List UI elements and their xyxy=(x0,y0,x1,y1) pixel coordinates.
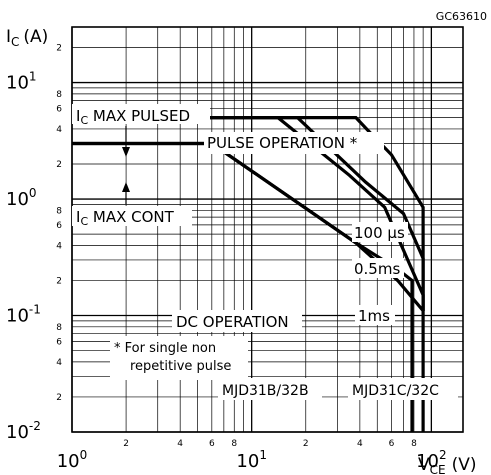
x-tick-minor: 4 xyxy=(357,439,363,449)
y-tick-minor: 4 xyxy=(56,241,62,251)
x-tick-major: 101 xyxy=(236,448,267,472)
ic-max-pulsed-bg xyxy=(72,104,210,124)
label-100us-bg xyxy=(352,222,408,242)
annotation-pulse-operation: PULSE OPERATION * xyxy=(207,134,358,152)
footnote-line2: repetitive pulse xyxy=(130,359,231,374)
y-tick-minor: 2 xyxy=(56,393,62,403)
x-tick-major: 100 xyxy=(57,448,88,472)
label-1ms: 1ms xyxy=(358,307,390,325)
y-axis-label: IC (A) xyxy=(6,27,48,49)
y-tick-minor: 4 xyxy=(56,358,62,368)
x-axis-label: VCE (V) xyxy=(418,455,477,475)
y-tick-major: 101 xyxy=(6,70,37,94)
x-tick-major: 102 xyxy=(416,448,447,472)
x-tick-minor: 2 xyxy=(123,439,129,449)
y-tick-minor: 2 xyxy=(56,160,62,170)
arrow-ic-max-pulsed xyxy=(122,126,130,157)
y-tick-major: 10-2 xyxy=(6,419,41,443)
y-tick-minor: 6 xyxy=(56,104,62,114)
x-tick-minor: 2 xyxy=(303,439,309,449)
y-tick-minor: 2 xyxy=(56,44,62,54)
x-tick-minor: 6 xyxy=(209,439,215,449)
annotation-mjd31c: MJD31C/32C xyxy=(352,383,439,399)
label-05ms-bg xyxy=(352,258,404,278)
y-tick-minor: 8 xyxy=(56,206,62,216)
annotation-ic-max-pulsed: IC MAX PULSED xyxy=(76,107,190,127)
y-tick-major: 10-1 xyxy=(6,303,41,327)
label-05ms: 0.5ms xyxy=(354,260,400,278)
y-tick-minor: 6 xyxy=(56,221,62,231)
x-tick-minor: 6 xyxy=(389,439,395,449)
y-tick-minor: 8 xyxy=(56,323,62,333)
x-tick-minor: 4 xyxy=(177,439,183,449)
series-line-4 xyxy=(72,141,414,432)
y-tick-minor: 4 xyxy=(56,125,62,135)
footnote-line1: * For single non xyxy=(114,341,216,356)
x-tick-minor: 8 xyxy=(231,439,237,449)
y-tick-major: 100 xyxy=(6,186,37,210)
y-tick-minor: 6 xyxy=(56,337,62,347)
mjd31c-bg xyxy=(348,378,458,400)
annotation-dc-operation: DC OPERATION xyxy=(176,313,289,331)
annotation-ic-max-cont: IC MAX CONT xyxy=(76,208,175,228)
y-tick-minor: 2 xyxy=(56,276,62,286)
chart-code: GC63610 xyxy=(436,10,487,23)
arrow-ic-max-cont xyxy=(122,182,130,204)
ic-max-cont-bg xyxy=(72,206,192,226)
plot-frame xyxy=(71,26,464,433)
annotation-mjd31b: MJD31B/32B xyxy=(222,383,309,399)
dc-operation-bg xyxy=(172,310,302,332)
mjd31b-bg xyxy=(218,378,322,400)
x-tick-minor: 8 xyxy=(411,439,417,449)
label-100us: 100 μs xyxy=(354,224,405,242)
pulse-operation-bg xyxy=(204,132,384,154)
series-line-2 xyxy=(72,115,425,311)
y-tick-minor: 8 xyxy=(56,90,62,100)
label-1ms-bg xyxy=(355,305,395,325)
footnote-bg xyxy=(110,336,248,380)
